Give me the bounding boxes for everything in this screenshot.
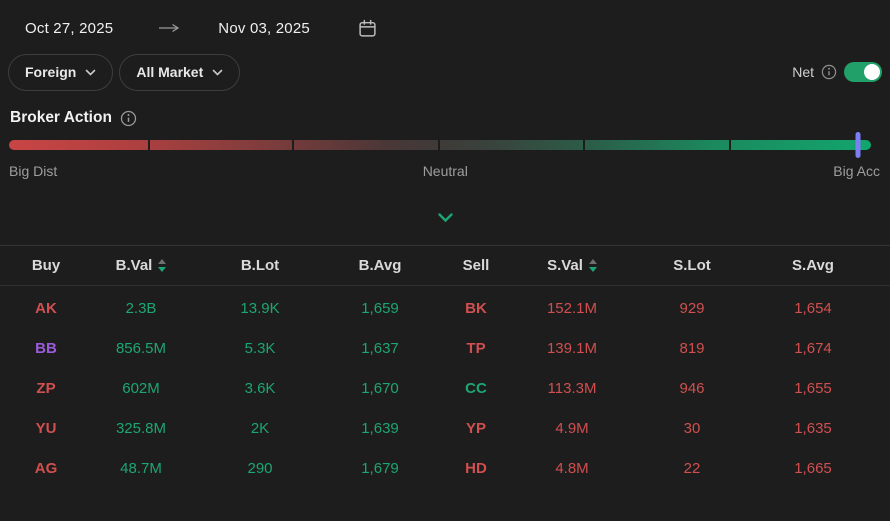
s-val-cell: 139.1M	[546, 339, 598, 357]
date-end[interactable]: Nov 03, 2025	[218, 19, 310, 37]
s-lot-cell: 819	[679, 339, 705, 357]
broker-filter-dropdown[interactable]: Foreign	[8, 53, 114, 91]
s-val-cell: 113.3M	[547, 379, 597, 397]
filter-pills: Foreign All Market	[8, 53, 241, 91]
header-buy[interactable]: Buy	[31, 257, 61, 274]
b-lot-cell: 2K	[250, 419, 270, 437]
calendar-icon[interactable]	[358, 19, 377, 38]
s-lot-cell: 929	[679, 299, 705, 317]
chevron-down-icon	[212, 69, 223, 76]
label-neutral: Neutral	[422, 163, 468, 179]
header-s-lot[interactable]: S.Lot	[673, 257, 711, 274]
sort-icon	[588, 259, 597, 272]
broker-action-meter	[9, 132, 880, 158]
info-circle-icon[interactable]	[821, 64, 837, 80]
b-lot-cell: 3.6K	[244, 379, 276, 397]
s-avg-cell: 1,635	[794, 419, 832, 437]
label-big-acc: Big Acc	[833, 163, 880, 179]
position-indicator-marker	[855, 132, 861, 158]
b-val-cell: 856.5M	[115, 339, 167, 357]
s-lot-cell: 946	[679, 379, 705, 397]
table-row[interactable]: YU 325.8M 2K 1,639 YP 4.9M 30 1,635	[0, 408, 890, 448]
buy-broker-code[interactable]: YU	[35, 419, 57, 437]
sell-broker-code[interactable]: TP	[466, 339, 486, 357]
info-circle-icon[interactable]	[120, 110, 137, 127]
meter-divider	[583, 140, 585, 150]
b-val-cell: 48.7M	[120, 459, 162, 477]
meter-divider	[729, 140, 731, 150]
table-body: AK 2.3B 13.9K 1,659 BK 152.1M 929 1,654 …	[0, 288, 890, 488]
header-s-val[interactable]: S.Val	[522, 257, 622, 274]
b-avg-cell: 1,659	[361, 299, 399, 317]
b-lot-cell: 290	[247, 459, 273, 477]
label-big-dist: Big Dist	[9, 163, 58, 179]
filter-row: Foreign All Market Net	[0, 53, 890, 91]
s-val-cell: 4.8M	[555, 459, 589, 477]
date-range-row: Oct 27, 2025 Nov 03, 2025	[0, 0, 890, 40]
sell-broker-code[interactable]: CC	[465, 379, 487, 397]
s-lot-cell: 30	[683, 419, 701, 437]
section-title: Broker Action	[10, 109, 112, 126]
s-avg-cell: 1,674	[794, 339, 832, 357]
table-header-row: Buy B.Val B.Lot B.Avg Sell S.Val S.Lot S…	[0, 245, 890, 286]
buy-broker-code[interactable]: AK	[35, 299, 57, 317]
s-avg-cell: 1,654	[794, 299, 832, 317]
s-avg-cell: 1,665	[794, 459, 832, 477]
table-row[interactable]: ZP 602M 3.6K 1,670 CC 113.3M 946 1,655	[0, 368, 890, 408]
b-avg-cell: 1,639	[361, 419, 399, 437]
header-b-avg[interactable]: B.Avg	[358, 257, 402, 274]
net-toggle-switch[interactable]	[844, 62, 882, 82]
s-lot-cell: 22	[683, 459, 701, 477]
expand-row	[0, 210, 890, 224]
sort-icon	[158, 259, 167, 272]
meter-divider	[292, 140, 294, 150]
meter-divider	[148, 140, 150, 150]
b-avg-cell: 1,670	[361, 379, 399, 397]
b-val-cell: 325.8M	[115, 419, 167, 437]
header-b-lot[interactable]: B.Lot	[240, 257, 280, 274]
chevron-down-icon	[86, 69, 96, 76]
sentiment-gradient-bar	[9, 140, 871, 150]
buy-broker-code[interactable]: BB	[35, 339, 57, 357]
table-row[interactable]: AG 48.7M 290 1,679 HD 4.8M 22 1,665	[0, 448, 890, 488]
meter-divider	[438, 140, 440, 150]
header-sell[interactable]: Sell	[462, 257, 490, 274]
market-filter-label: All Market	[136, 64, 204, 80]
buy-broker-code[interactable]: AG	[34, 459, 58, 477]
table-row[interactable]: BB 856.5M 5.3K 1,637 TP 139.1M 819 1,674	[0, 328, 890, 368]
b-avg-cell: 1,637	[361, 339, 399, 357]
b-lot-cell: 13.9K	[240, 299, 280, 317]
table-row[interactable]: AK 2.3B 13.9K 1,659 BK 152.1M 929 1,654	[0, 288, 890, 328]
net-toggle-group: Net	[792, 62, 882, 82]
market-filter-dropdown[interactable]: All Market	[119, 53, 241, 91]
s-val-cell: 4.9M	[555, 419, 589, 437]
b-avg-cell: 1,679	[361, 459, 399, 477]
sell-broker-code[interactable]: BK	[465, 299, 487, 317]
header-s-avg[interactable]: S.Avg	[792, 257, 834, 274]
date-start[interactable]: Oct 27, 2025	[25, 19, 114, 37]
header-b-val[interactable]: B.Val	[92, 257, 190, 274]
b-val-cell: 602M	[122, 379, 160, 397]
buy-broker-code[interactable]: ZP	[36, 379, 56, 397]
toggle-knob	[864, 64, 880, 80]
s-val-cell: 152.1M	[546, 299, 598, 317]
b-val-cell: 2.3B	[125, 299, 157, 317]
sell-broker-code[interactable]: HD	[465, 459, 487, 477]
chevron-down-icon[interactable]	[437, 210, 454, 224]
broker-filter-label: Foreign	[25, 64, 77, 80]
meter-labels: Big Dist Neutral Big Acc	[0, 163, 890, 179]
broker-action-header: Broker Action	[0, 109, 890, 127]
net-label: Net	[792, 64, 814, 80]
s-avg-cell: 1,655	[794, 379, 832, 397]
b-lot-cell: 5.3K	[244, 339, 276, 357]
arrow-right-icon	[158, 23, 180, 33]
sell-broker-code[interactable]: YP	[465, 419, 486, 437]
